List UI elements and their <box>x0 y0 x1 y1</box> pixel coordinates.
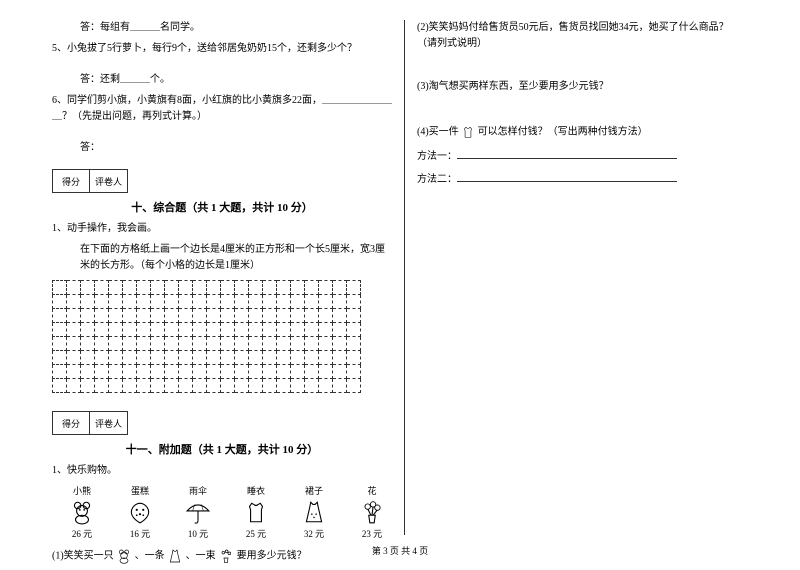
s10-q1: 1、动手操作，我会画。 <box>52 221 392 237</box>
left-column: 答：每组有＿＿＿名同学。 5、小兔拔了5行萝卜，每行9个，送给邻居兔奶奶15个，… <box>40 20 405 535</box>
item-label: 花 <box>367 484 376 497</box>
method-2: 方法二： <box>417 170 748 188</box>
sub-question-3: (3)淘气想买两样东西，至少要用多少元钱？ <box>417 79 748 95</box>
item-flower: 花 23 元 <box>352 484 392 540</box>
item-price: 26 元 <box>72 527 92 540</box>
score-cell-grader: 评卷人 <box>90 411 128 435</box>
item-cake: 蛋糕 16 元 <box>120 484 160 540</box>
answer-group: 答：每组有＿＿＿名同学。 <box>52 20 392 36</box>
s10-q1-desc: 在下面的方格纸上画一个边长是4厘米的正方形和一个长5厘米，宽3厘米的长方形。（每… <box>52 242 392 274</box>
item-label: 小熊 <box>73 484 91 497</box>
item-price: 25 元 <box>246 527 266 540</box>
blank-line <box>457 147 677 159</box>
item-price: 23 元 <box>362 527 382 540</box>
score-cell-grader: 评卷人 <box>90 169 128 193</box>
section-10-title: 十、综合题（共 1 大题，共计 10 分） <box>52 199 392 215</box>
item-dress: 裙子 32 元 <box>294 484 334 540</box>
item-price: 16 元 <box>130 527 150 540</box>
sub-question-4: (4)买一件 可以怎样付钱？（写出两种付钱方法） <box>417 122 748 142</box>
score-box-10: 得分 评卷人 <box>52 169 128 193</box>
pajamas-icon <box>243 499 269 525</box>
umbrella-icon <box>185 499 211 525</box>
answer-5: 答：还剩＿＿＿个。 <box>52 72 392 88</box>
item-price: 10 元 <box>188 527 208 540</box>
item-label: 睡衣 <box>247 484 265 497</box>
score-cell-score: 得分 <box>52 411 90 435</box>
page-footer: 第 3 页 共 4 页 <box>0 544 800 557</box>
answer-6: 答： <box>52 140 392 156</box>
question-5: 5、小兔拔了5行萝卜，每行9个，送给邻居兔奶奶15个，还剩多少个？ <box>52 41 392 57</box>
bear-icon <box>69 499 95 525</box>
section-11-title: 十一、附加题（共 1 大题，共计 10 分） <box>52 441 392 457</box>
sub-question-2: (2)笑笑妈妈付给售货员50元后，售货员找回她34元，她买了什么商品？（请列式说… <box>417 20 748 52</box>
right-column: (2)笑笑妈妈付给售货员50元后，售货员找回她34元，她买了什么商品？（请列式说… <box>405 20 760 535</box>
item-umbrella: 雨伞 10 元 <box>178 484 218 540</box>
dress-icon <box>301 499 327 525</box>
item-bear: 小熊 26 元 <box>62 484 102 540</box>
question-6: 6、同学们剪小旗，小黄旗有8面，小红旗的比小黄旗多22面，＿＿＿＿＿＿＿＿？（先… <box>52 93 392 125</box>
method-1: 方法一： <box>417 147 748 165</box>
pajamas-icon <box>461 122 475 142</box>
item-price: 32 元 <box>304 527 324 540</box>
grid-paper <box>52 280 392 393</box>
blank-line <box>457 170 677 182</box>
item-label: 裙子 <box>305 484 323 497</box>
score-box-11: 得分 评卷人 <box>52 411 128 435</box>
flower-icon <box>359 499 385 525</box>
item-label: 蛋糕 <box>131 484 149 497</box>
shopping-items: 小熊 26 元 蛋糕 16 元 雨伞 10 元 <box>52 484 392 540</box>
item-pajamas: 睡衣 25 元 <box>236 484 276 540</box>
score-cell-score: 得分 <box>52 169 90 193</box>
item-label: 雨伞 <box>189 484 207 497</box>
s11-q1: 1、快乐购物。 <box>52 463 392 479</box>
cake-icon <box>127 499 153 525</box>
